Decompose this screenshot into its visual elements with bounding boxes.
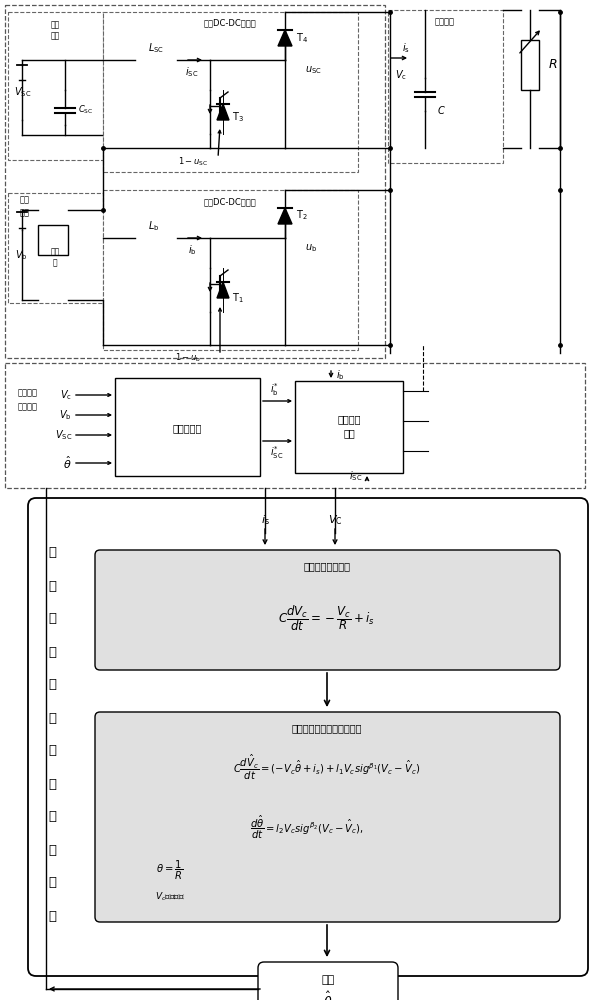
Text: 双向DC-DC变换器: 双向DC-DC变换器: [204, 198, 257, 207]
Text: 时: 时: [48, 712, 56, 724]
Polygon shape: [278, 30, 292, 46]
Text: $R$: $R$: [548, 58, 557, 72]
Text: $i_{\rm SC}$: $i_{\rm SC}$: [185, 65, 199, 79]
Text: 有: 有: [48, 646, 56, 658]
Text: 变: 变: [48, 546, 56, 560]
Text: 双向DC-DC变换器: 双向DC-DC变换器: [204, 18, 257, 27]
Text: $V_{\rm b}$: $V_{\rm b}$: [59, 408, 72, 422]
Text: $i_{\rm b}$: $i_{\rm b}$: [188, 243, 196, 257]
Text: 载: 载: [48, 810, 56, 824]
Text: 装置: 装置: [343, 428, 355, 438]
Text: $C_{\rm SC}$: $C_{\rm SC}$: [78, 104, 93, 116]
Text: $1-u_{\rm b}$: $1-u_{\rm b}$: [175, 352, 202, 364]
Text: 储能: 储能: [20, 209, 30, 218]
Text: 无源控制器: 无源控制器: [172, 423, 202, 433]
Text: 负: 负: [48, 778, 56, 790]
Text: 混合: 混合: [20, 196, 30, 205]
Text: $i_{\rm b}^{*}$: $i_{\rm b}^{*}$: [270, 382, 279, 398]
Text: 系: 系: [48, 580, 56, 592]
Text: $C\dfrac{d\hat{V}_c}{dt} = (-V_c\hat{\theta} + i_s) + l_1V_csig^{\beta_1}(V_c - : $C\dfrac{d\hat{V}_c}{dt} = (-V_c\hat{\th…: [233, 752, 420, 782]
Text: $\rm T_1$: $\rm T_1$: [232, 291, 244, 305]
Text: 直流母线动态方程: 直流母线动态方程: [304, 561, 350, 571]
Bar: [5, 363, 585, 488]
Text: 观: 观: [48, 844, 56, 856]
FancyBboxPatch shape: [95, 712, 560, 922]
Text: $V_{\rm b}$: $V_{\rm b}$: [15, 248, 28, 262]
Text: 蓄电: 蓄电: [50, 247, 60, 256]
Text: $1-u_{\rm SC}$: $1-u_{\rm SC}$: [178, 156, 209, 168]
Text: $V_{\rm SC}$: $V_{\rm SC}$: [14, 85, 31, 99]
Text: 变系数有限时间负载观测器: 变系数有限时间负载观测器: [292, 723, 362, 733]
Text: $C$: $C$: [437, 104, 446, 116]
FancyBboxPatch shape: [258, 962, 398, 1000]
Text: $u_{\rm b}$: $u_{\rm b}$: [305, 242, 317, 254]
Bar: [8, 12, 103, 160]
Text: $V_{\rm c}$: $V_{\rm c}$: [60, 388, 72, 402]
Text: $\dfrac{d\hat{\theta}}{dt} = l_2V_csig^{\beta_2}(V_c - \hat{V}_c),$: $\dfrac{d\hat{\theta}}{dt} = l_2V_csig^{…: [250, 813, 364, 841]
Text: $\rm T_3$: $\rm T_3$: [232, 110, 244, 124]
Bar: [103, 190, 358, 350]
Text: $\rm T_4$: $\rm T_4$: [296, 31, 308, 45]
Text: $V_{\rm C}$: $V_{\rm C}$: [328, 513, 342, 527]
Text: 估计: 估计: [321, 975, 335, 985]
Text: $i_{\rm b}$: $i_{\rm b}$: [336, 368, 344, 382]
Text: 间: 间: [48, 744, 56, 758]
Text: 电流调节: 电流调节: [337, 414, 361, 424]
Text: $L_{\rm b}$: $L_{\rm b}$: [148, 219, 159, 233]
Text: 直流母线: 直流母线: [435, 17, 455, 26]
Text: 测: 测: [48, 876, 56, 890]
Text: $\theta = \dfrac{1}{R}$: $\theta = \dfrac{1}{R}$: [156, 858, 184, 882]
Text: 数: 数: [48, 612, 56, 626]
Bar: [521, 40, 539, 90]
Text: $V_{\rm SC}$: $V_{\rm SC}$: [54, 428, 72, 442]
Polygon shape: [278, 208, 292, 224]
Bar: [38, 225, 68, 255]
FancyBboxPatch shape: [95, 550, 560, 670]
Text: $i_{\rm s}$: $i_{\rm s}$: [402, 41, 410, 55]
Text: 控制系统: 控制系统: [18, 402, 38, 412]
Bar: [388, 10, 503, 163]
Text: 电容: 电容: [50, 31, 60, 40]
Text: $L_{\rm SC}$: $L_{\rm SC}$: [148, 41, 164, 55]
Text: $\hat{\theta}$: $\hat{\theta}$: [324, 990, 332, 1000]
Text: 限: 限: [48, 678, 56, 692]
Bar: [115, 378, 260, 476]
Text: $V_c$为变系数: $V_c$为变系数: [155, 891, 185, 903]
Text: $u_{\rm SC}$: $u_{\rm SC}$: [305, 64, 322, 76]
Text: $\rm T_2$: $\rm T_2$: [296, 208, 307, 222]
Text: 池: 池: [53, 258, 57, 267]
Bar: [8, 193, 103, 303]
Bar: [103, 12, 358, 172]
Text: 混合储能: 混合储能: [18, 388, 38, 397]
FancyBboxPatch shape: [28, 498, 588, 976]
Text: $C\dfrac{dV_c}{dt} = -\dfrac{V_c}{R} + i_s$: $C\dfrac{dV_c}{dt} = -\dfrac{V_c}{R} + i…: [279, 603, 376, 633]
Text: $i_{\rm s}$: $i_{\rm s}$: [261, 513, 270, 527]
Polygon shape: [217, 282, 229, 298]
Polygon shape: [217, 104, 229, 120]
Text: $i_{\rm SC}^{*}$: $i_{\rm SC}^{*}$: [270, 445, 283, 461]
Text: $\hat{\theta}$: $\hat{\theta}$: [63, 455, 72, 471]
Bar: [295, 381, 403, 473]
Text: 器: 器: [48, 910, 56, 922]
Text: 超级: 超级: [50, 20, 60, 29]
Bar: [5, 5, 385, 358]
Text: $V_{\rm c}$: $V_{\rm c}$: [395, 68, 407, 82]
Text: $i_{\rm SC}$: $i_{\rm SC}$: [349, 469, 362, 483]
